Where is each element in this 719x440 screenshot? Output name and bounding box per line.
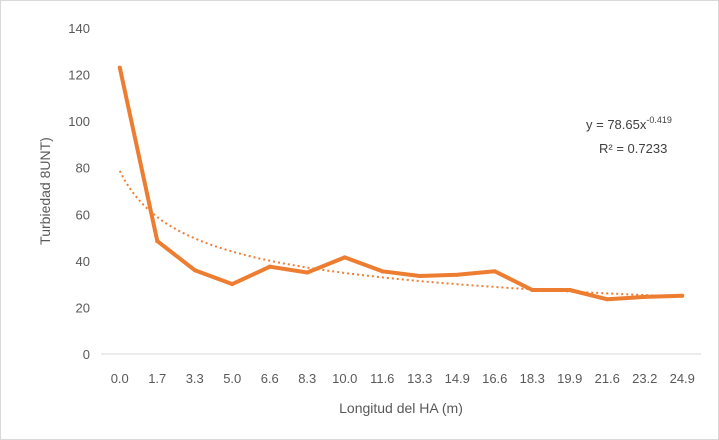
- y-axis-ticks: 0 20 40 60 80 100 120 140: [68, 21, 90, 362]
- series-points: [117, 65, 685, 302]
- data-point: [567, 287, 572, 292]
- x-tick-label: 0.0: [111, 371, 129, 386]
- data-point: [230, 282, 235, 287]
- data-point: [680, 293, 685, 298]
- trend-equation-exponent: -0.419: [646, 115, 672, 125]
- data-point: [192, 268, 197, 273]
- trend-r2: R² = 0.7233: [599, 141, 667, 156]
- series-line: [117, 67, 683, 302]
- x-tick-label: 23.2: [632, 371, 657, 386]
- x-tick-label: 21.6: [595, 371, 620, 386]
- y-tick-label: 60: [76, 207, 90, 222]
- data-point: [155, 239, 160, 244]
- x-axis-ticks: 0.0 1.7 3.3 5.0 6.6 8.3 10.0 11.6 13.3 14.9 16.6 18…: [111, 371, 695, 386]
- data-point: [117, 65, 122, 70]
- x-tick-label: 13.3: [407, 371, 432, 386]
- data-point: [492, 269, 497, 274]
- data-point: [305, 270, 310, 275]
- data-point: [455, 272, 460, 277]
- y-tick-label: 100: [68, 114, 90, 129]
- x-tick-label: 24.9: [670, 371, 695, 386]
- data-point: [380, 269, 385, 274]
- data-point: [267, 264, 272, 269]
- data-point: [417, 273, 422, 278]
- x-tick-label: 18.3: [520, 371, 545, 386]
- y-axis-title: Turbiedad 8UNT): [37, 137, 53, 245]
- x-axis-title: Longitud del HA (m): [339, 400, 463, 416]
- data-point: [642, 294, 647, 299]
- x-tick-label: 1.7: [148, 371, 166, 386]
- x-tick-label: 5.0: [223, 371, 241, 386]
- y-tick-label: 120: [68, 68, 90, 83]
- x-tick-label: 8.3: [298, 371, 316, 386]
- y-tick-label: 20: [76, 300, 90, 315]
- trend-equation: y = 78.65x-0.419: [586, 115, 672, 132]
- data-point: [530, 287, 535, 292]
- x-tick-label: 3.3: [186, 371, 204, 386]
- x-tick-label: 11.6: [370, 371, 394, 386]
- y-tick-label: 140: [68, 21, 90, 36]
- trendline: [118, 170, 683, 298]
- x-tick-label: 14.9: [445, 371, 470, 386]
- x-tick-label: 19.9: [557, 371, 582, 386]
- y-tick-label: 0: [83, 347, 90, 362]
- x-tick-label: 10.0: [332, 371, 357, 386]
- y-tick-label: 80: [76, 161, 90, 176]
- x-tick-label: 16.6: [482, 371, 507, 386]
- data-point: [342, 255, 347, 260]
- y-tick-label: 40: [76, 254, 90, 269]
- data-point: [605, 297, 610, 302]
- x-tick-label: 6.6: [261, 371, 279, 386]
